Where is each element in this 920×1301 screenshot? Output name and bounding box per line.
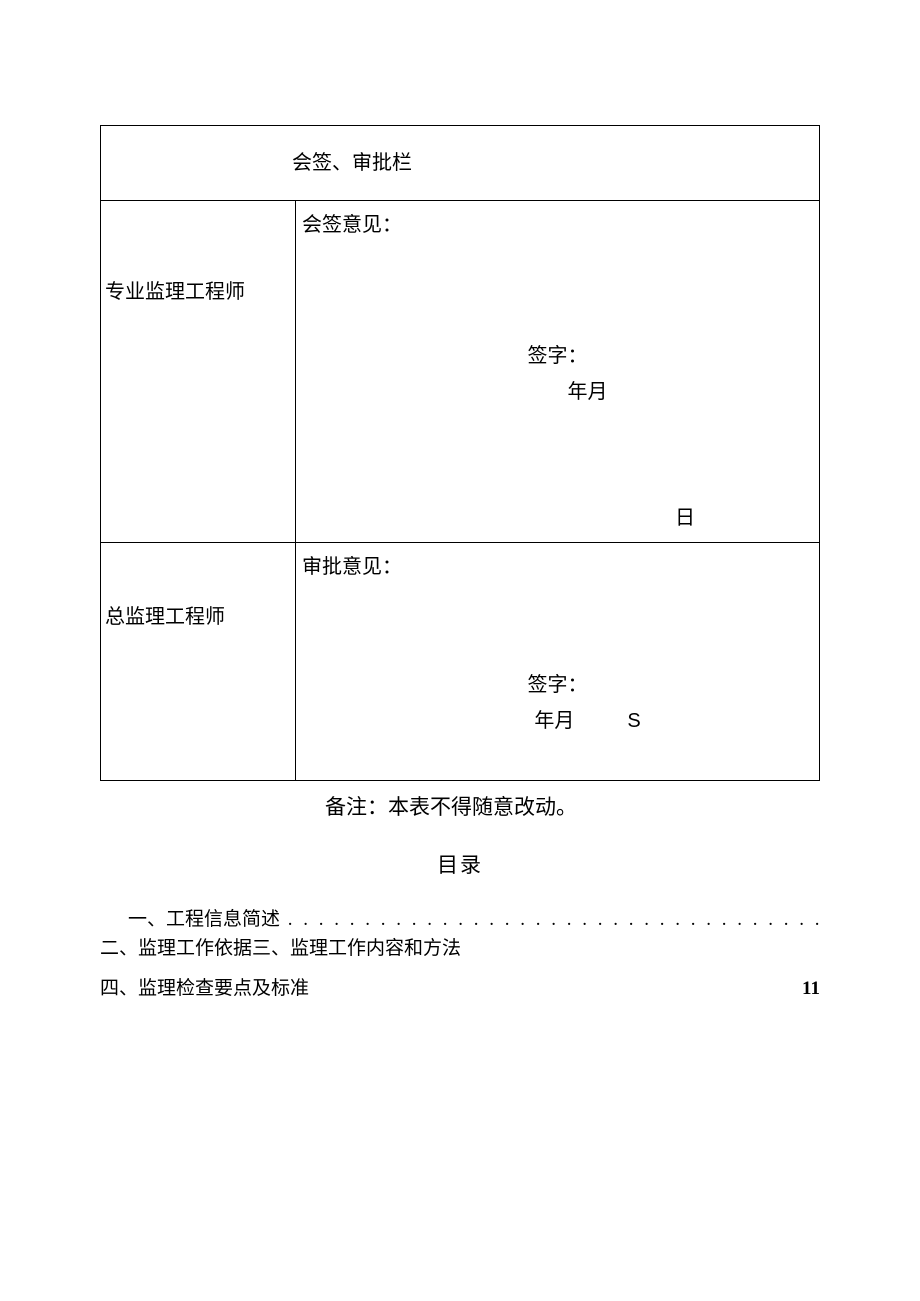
table-row: 总监理工程师 审批意见： 签字： 年月 S	[101, 543, 820, 781]
toc-item-4: 四、监理检查要点及标准 11	[100, 974, 820, 1003]
toc-dots: . . . . . . . . . . . . . . . . . . . . …	[280, 909, 820, 930]
role-cell: 总监理工程师	[101, 543, 296, 781]
opinion-label-1: 会签意见：	[302, 207, 813, 243]
table-header-label: 会签、审批栏	[102, 127, 818, 181]
date-label-1: 年月	[302, 374, 813, 410]
date-line-2: 年月 S	[302, 703, 813, 739]
day-label-1: 日	[302, 500, 813, 536]
toc-item-2: 二、监理工作依据三、监理工作内容和方法	[100, 934, 820, 963]
opinion-label-2: 审批意见：	[302, 549, 813, 585]
opinion-cell: 会签意见： 签字： 年月 日	[296, 201, 820, 543]
footnote: 备注：本表不得随意改动。	[100, 791, 820, 821]
opinion-cell: 审批意见： 签字： 年月 S	[296, 543, 820, 781]
s-mark: S	[627, 710, 640, 732]
sign-label-2: 签字：	[302, 667, 813, 703]
sign-label-1: 签字：	[302, 338, 813, 374]
approval-table: 会签、审批栏 专业监理工程师 会签意见： 签字： 年月 日 总监理工程师	[100, 125, 820, 781]
role-label-2: 总监理工程师	[105, 551, 291, 635]
role-cell: 专业监理工程师	[101, 201, 296, 543]
toc-item-4-page: 11	[802, 974, 820, 1003]
table-header-cell: 会签、审批栏	[101, 126, 820, 201]
table-row: 专业监理工程师 会签意见： 签字： 年月 日	[101, 201, 820, 543]
role-label-1: 专业监理工程师	[105, 209, 291, 310]
toc-item-1: 一、工程信息简述 . . . . . . . . . . . . . . . .…	[100, 905, 820, 934]
toc-item-1-text: 一、工程信息简述	[128, 909, 280, 930]
toc: 一、工程信息简述 . . . . . . . . . . . . . . . .…	[100, 905, 820, 1003]
date-label-2: 年月	[534, 710, 574, 732]
toc-title: 目录	[100, 849, 820, 879]
toc-item-4-text: 四、监理检查要点及标准	[100, 974, 309, 1003]
